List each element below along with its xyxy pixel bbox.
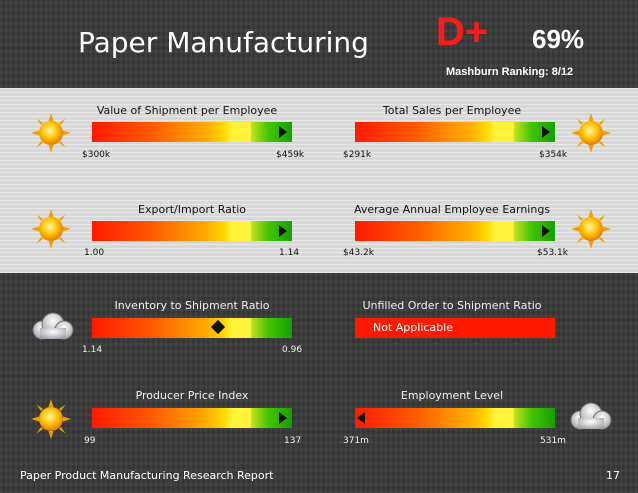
total-sales-marker [542,126,550,138]
value-shipment-min: $300k [82,150,111,160]
producer-price-bar [92,408,292,428]
employment-marker [357,412,365,424]
producer-price-min: 99 [84,436,96,446]
inventory-ratio-label: Inventory to Shipment Ratio [114,299,270,312]
light-panel [0,88,638,273]
unfilled-order-status: Not Applicable [373,321,453,334]
producer-price-marker [279,412,287,424]
grade-badge: D+ [436,10,489,54]
value-shipment-marker [279,126,287,138]
inventory-ratio-marker [210,319,226,335]
export-import-bar [92,221,292,241]
unfilled-order-bar: Not Applicable [355,318,555,338]
export-import-marker [279,225,287,237]
sun-icon [31,209,71,249]
export-import-label: Export/Import Ratio [138,203,246,216]
annual-earnings-label: Average Annual Employee Earnings [353,203,551,216]
employment-label: Employment Level [400,389,504,402]
page-number: 17 [606,469,620,482]
value-shipment-label: Value of Shipment per Employee [96,104,278,117]
total-sales-label: Total Sales per Employee [382,104,522,117]
cloud-icon [570,402,612,430]
export-import-min: 1.00 [84,248,105,258]
inventory-ratio-max: 0.96 [282,345,303,355]
sun-icon [31,399,71,439]
annual-earnings-max: $53.1k [537,248,568,258]
sun-icon [571,209,611,249]
value-shipment-bar [92,122,292,142]
sun-icon [571,113,611,153]
annual-earnings-marker [542,225,550,237]
annual-earnings-min: $43.2k [343,248,374,258]
cloud-icon [32,312,74,340]
page-title: Paper Manufacturing [78,26,369,59]
total-sales-bar [355,122,555,142]
producer-price-label: Producer Price Index [135,389,249,402]
total-sales-min: $291k [343,150,372,160]
annual-earnings-bar [355,221,555,241]
export-import-max: 1.14 [279,248,300,258]
sun-icon [31,113,71,153]
header-background [0,0,638,88]
inventory-ratio-min: 1.14 [82,345,103,355]
report-title: Paper Product Manufacturing Research Rep… [20,469,274,482]
unfilled-order-label: Unfilled Order to Shipment Ratio [362,299,542,312]
producer-price-max: 137 [284,436,302,446]
employment-bar [355,408,555,428]
employment-min: 371m [343,436,369,446]
score-percent: 69% [532,24,585,54]
inventory-ratio-bar [92,318,292,338]
lower-background [0,273,638,493]
employment-max: 531m [540,436,566,446]
total-sales-max: $354k [539,150,568,160]
value-shipment-max: $459k [276,150,305,160]
ranking-text: Mashburn Ranking: 8/12 [446,66,574,78]
